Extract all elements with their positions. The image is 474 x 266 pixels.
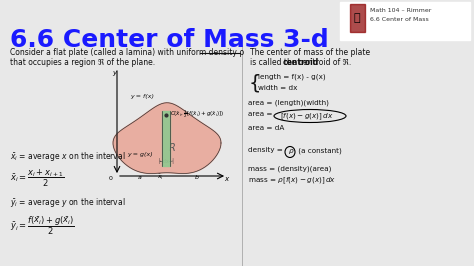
Text: area =: area = bbox=[248, 111, 273, 117]
Text: $[f(x) - g(x)]\,dx$: $[f(x) - g(x)]\,dx$ bbox=[280, 111, 334, 122]
Text: $\{$: $\{$ bbox=[248, 72, 260, 94]
Text: $\bar{y}_i = \dfrac{f(\bar{x}_i) + g(\bar{x}_i)}{2}$: $\bar{y}_i = \dfrac{f(\bar{x}_i) + g(\ba… bbox=[10, 214, 75, 236]
Text: 🛡: 🛡 bbox=[354, 13, 360, 23]
Text: x: x bbox=[224, 176, 228, 182]
Bar bbox=[340, 2, 470, 40]
Text: The center of mass of the plate: The center of mass of the plate bbox=[250, 48, 370, 57]
Text: 6.6 Center of Mass: 6.6 Center of Mass bbox=[370, 17, 429, 22]
Text: R: R bbox=[169, 143, 175, 153]
Text: centroid: centroid bbox=[283, 58, 319, 67]
Text: that occupies a region ℜ of the plane.: that occupies a region ℜ of the plane. bbox=[10, 58, 155, 67]
Text: 6.6 Center of Mass 3-d: 6.6 Center of Mass 3-d bbox=[10, 28, 329, 52]
Text: a: a bbox=[138, 175, 142, 180]
Text: y = g(x): y = g(x) bbox=[127, 152, 153, 157]
Text: $\bar{x}_i = \dfrac{x_i + x_{i+1}}{2}$: $\bar{x}_i = \dfrac{x_i + x_{i+1}}{2}$ bbox=[10, 168, 64, 189]
Text: is called the centroid of ℜ.: is called the centroid of ℜ. bbox=[250, 58, 351, 67]
Text: $\rho$: $\rho$ bbox=[288, 147, 294, 156]
Text: b: b bbox=[195, 175, 199, 180]
Text: (a constant): (a constant) bbox=[296, 147, 342, 153]
Text: Consider a flat plate (called a lamina) with uniform density ρ: Consider a flat plate (called a lamina) … bbox=[10, 48, 244, 57]
Bar bbox=[350, 4, 365, 32]
Polygon shape bbox=[113, 103, 221, 173]
Text: area = dA: area = dA bbox=[248, 125, 284, 131]
Text: mass = (density)(area): mass = (density)(area) bbox=[248, 165, 331, 172]
Text: Math 104 – Rimmer: Math 104 – Rimmer bbox=[370, 8, 431, 13]
Text: $C(\bar{x}_i, \frac{1}{2}[f(\bar{x}_i)+g(\bar{x}_i)])$: $C(\bar{x}_i, \frac{1}{2}[f(\bar{x}_i)+g… bbox=[170, 108, 224, 120]
Text: density =: density = bbox=[248, 147, 283, 153]
Text: $\bar{y}_i$ = average $y$ on the interval: $\bar{y}_i$ = average $y$ on the interva… bbox=[10, 196, 126, 209]
Text: $\bar{x}_i$: $\bar{x}_i$ bbox=[157, 173, 164, 182]
Text: length = f(x) - g(x): length = f(x) - g(x) bbox=[258, 74, 326, 81]
Text: y: y bbox=[112, 70, 116, 76]
Bar bbox=[162, 111, 170, 166]
Text: $\bar{x}_i$ = average $x$ on the interval: $\bar{x}_i$ = average $x$ on the interva… bbox=[10, 150, 126, 163]
Text: y = f(x): y = f(x) bbox=[130, 94, 154, 99]
Text: area = (length)(width): area = (length)(width) bbox=[248, 100, 329, 106]
Text: ├─dx─┤: ├─dx─┤ bbox=[158, 158, 176, 164]
Text: mass = $\rho[f(x) - g(x)]\,dx$: mass = $\rho[f(x) - g(x)]\,dx$ bbox=[248, 176, 336, 186]
Text: 0: 0 bbox=[109, 176, 113, 181]
Text: width = dx: width = dx bbox=[258, 85, 297, 91]
